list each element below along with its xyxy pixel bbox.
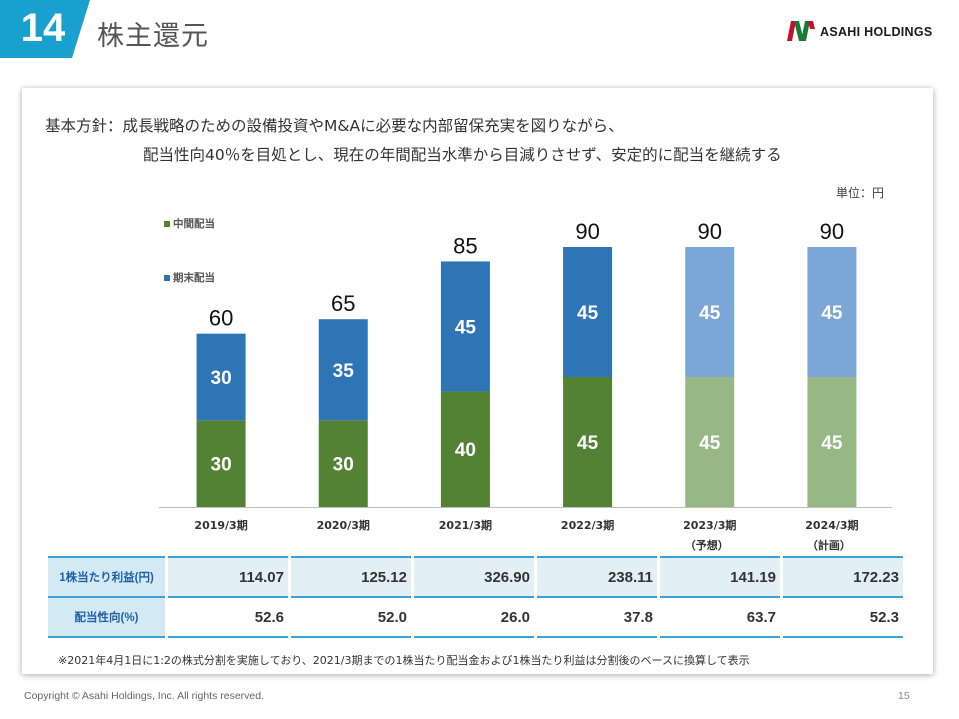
table-cell: 238.11 (537, 556, 657, 598)
bar-segment (563, 377, 613, 507)
bar-segment (440, 391, 490, 507)
bar-segment (807, 247, 857, 377)
data-label: 45 (699, 303, 721, 324)
legend-label: 中間配当 (173, 217, 215, 230)
data-label: 40 (455, 440, 476, 461)
total-label: 90 (820, 219, 844, 244)
table-row-eps: 1株当たり利益(円) 114.07 125.12 326.90 238.11 1… (48, 556, 903, 598)
x-tick-label: 2021/3期 (439, 518, 492, 532)
total-label: 65 (331, 291, 355, 316)
x-tick-label: 2024/3期 (805, 518, 858, 532)
bar-segment (685, 247, 735, 377)
x-tick-sublabel: （計画） (807, 538, 851, 552)
data-label: 30 (333, 455, 354, 476)
table-cell: 125.12 (291, 556, 411, 598)
x-tick-sublabel: （予想） (685, 538, 729, 552)
table-cell: 172.23 (783, 556, 903, 598)
data-label: 45 (821, 303, 843, 324)
row-label-eps: 1株当たり利益(円) (48, 556, 165, 598)
data-label: 45 (577, 303, 599, 324)
page-title: 株主還元 (97, 21, 209, 52)
data-label: 30 (211, 368, 232, 389)
bar-segment (318, 420, 368, 507)
total-label: 85 (453, 233, 477, 258)
data-label: 45 (699, 433, 721, 454)
metrics-table: 1株当たり利益(円) 114.07 125.12 326.90 238.11 1… (48, 556, 903, 638)
brand-name: ASAHI HOLDINGS (820, 25, 933, 39)
x-tick-label: 2022/3期 (561, 518, 614, 532)
policy-line-2: 配当性向40％を目処とし、現在の年間配当水準から目減りさせず、安定的に配当を継続… (143, 146, 782, 164)
table-row-payout: 配当性向(%) 52.6 52.0 26.0 37.8 63.7 52.3 (48, 598, 903, 638)
data-label: 45 (577, 433, 599, 454)
data-label: 30 (211, 455, 232, 476)
data-label: 45 (821, 433, 843, 454)
data-label: 35 (333, 361, 355, 382)
total-label: 60 (209, 306, 233, 331)
table-cell: 52.6 (168, 598, 288, 638)
data-label: 45 (455, 317, 477, 338)
bar-segment (196, 333, 246, 421)
table-cell: 63.7 (660, 598, 780, 638)
page-number: 15 (898, 690, 910, 702)
legend-swatch (164, 221, 170, 227)
asahi-logo-icon (787, 21, 815, 41)
table-cell: 114.07 (168, 556, 288, 598)
bar-segment (196, 420, 246, 507)
unit-label: 単位：円 (836, 186, 885, 200)
table-cell: 26.0 (414, 598, 534, 638)
bar-segment (807, 377, 857, 507)
x-tick-label: 2020/3期 (317, 518, 370, 532)
bar-segment (440, 261, 490, 392)
x-tick-label: 2023/3期 (683, 518, 736, 532)
total-label: 90 (575, 219, 599, 244)
bar-segment (318, 319, 368, 421)
table-cell: 52.0 (291, 598, 411, 638)
row-label-payout: 配当性向(%) (48, 598, 165, 638)
section-number-badge (0, 0, 90, 58)
section-number: 14 (20, 6, 66, 50)
table-cell: 326.90 (414, 556, 534, 598)
x-tick-label: 2019/3期 (194, 518, 247, 532)
table-cell: 37.8 (537, 598, 657, 638)
footnote: ※2021年4月1日に1:2の株式分割を実施しており、2021/3期までの1株当… (58, 654, 750, 667)
legend-swatch (164, 275, 170, 281)
table-cell: 52.3 (783, 598, 903, 638)
total-label: 90 (698, 219, 722, 244)
legend-label: 期末配当 (173, 271, 215, 284)
bar-segment (563, 247, 613, 377)
table-cell: 141.19 (660, 556, 780, 598)
copyright: Copyright © Asahi Holdings, Inc. All rig… (24, 690, 265, 702)
bar-segment (685, 377, 735, 507)
policy-line-1: 基本方針：成長戦略のための設備投資やM&Aに必要な内部留保充実を図りながら、 (45, 117, 624, 135)
